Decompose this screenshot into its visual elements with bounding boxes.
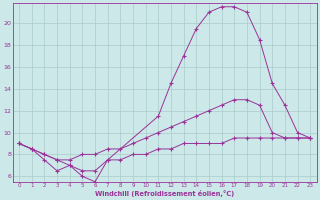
X-axis label: Windchill (Refroidissement éolien,°C): Windchill (Refroidissement éolien,°C) [95,190,234,197]
